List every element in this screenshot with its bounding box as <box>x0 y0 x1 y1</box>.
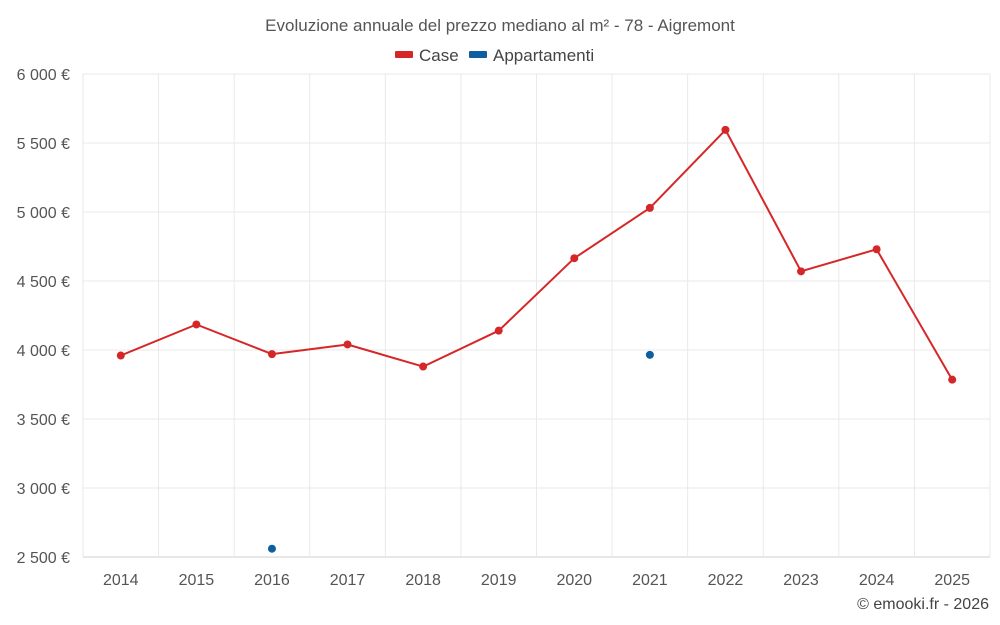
y-tick-label: 3 000 € <box>17 481 70 498</box>
data-point[interactable] <box>570 254 579 263</box>
x-tick-label: 2025 <box>934 572 970 589</box>
data-point[interactable] <box>192 320 201 329</box>
legend: Case Appartamenti <box>395 46 594 65</box>
x-tick-label: 2023 <box>783 572 819 589</box>
series-line <box>120 128 954 381</box>
data-point[interactable] <box>645 350 654 359</box>
x-tick-label: 2021 <box>632 572 668 589</box>
x-axis-ticks: 2014 2015 2016 2017 2018 2019 2020 2021 2022 2023… <box>103 572 970 589</box>
data-point[interactable] <box>797 267 806 276</box>
data-point[interactable] <box>267 350 276 359</box>
data-point[interactable] <box>948 375 957 384</box>
x-tick-label: 2014 <box>103 572 139 589</box>
legend-label-appartamenti: Appartamenti <box>493 46 594 65</box>
data-point[interactable] <box>116 351 125 360</box>
x-tick-label: 2018 <box>405 572 441 589</box>
data-point[interactable] <box>872 245 881 254</box>
data-point[interactable] <box>343 340 352 349</box>
data-point[interactable] <box>419 362 428 371</box>
y-tick-label: 5 500 € <box>17 136 70 153</box>
legend-label-case: Case <box>419 46 459 65</box>
credit-text: © emooki.fr - 2026 <box>857 596 989 613</box>
x-tick-label: 2016 <box>254 572 290 589</box>
chart-title: Evoluzione annuale del prezzo mediano al… <box>265 16 735 35</box>
legend-item-case[interactable]: Case <box>395 46 459 65</box>
y-tick-label: 2 500 € <box>17 550 70 567</box>
data-point[interactable] <box>721 125 730 134</box>
y-tick-label: 5 000 € <box>17 205 70 222</box>
x-tick-label: 2020 <box>556 572 592 589</box>
legend-item-appartamenti[interactable]: Appartamenti <box>469 46 594 65</box>
y-tick-label: 6 000 € <box>17 67 70 84</box>
x-tick-label: 2024 <box>859 572 895 589</box>
series <box>116 125 957 553</box>
grid <box>82 73 991 558</box>
legend-swatch-case <box>395 51 413 58</box>
x-tick-label: 2019 <box>481 572 517 589</box>
series-0 <box>116 125 957 384</box>
series-1 <box>267 350 654 553</box>
x-tick-label: 2017 <box>330 572 366 589</box>
y-tick-label: 3 500 € <box>17 412 70 429</box>
y-axis-ticks: 6 000 € 5 500 € 5 000 € 4 500 € 4 000 € 3 500… <box>17 67 70 567</box>
y-tick-label: 4 000 € <box>17 343 70 360</box>
data-point[interactable] <box>494 326 503 335</box>
data-point[interactable] <box>645 203 654 212</box>
legend-swatch-appartamenti <box>469 51 487 58</box>
x-tick-label: 2022 <box>708 572 744 589</box>
data-point[interactable] <box>267 544 276 553</box>
y-tick-label: 4 500 € <box>17 274 70 291</box>
x-tick-label: 2015 <box>179 572 215 589</box>
